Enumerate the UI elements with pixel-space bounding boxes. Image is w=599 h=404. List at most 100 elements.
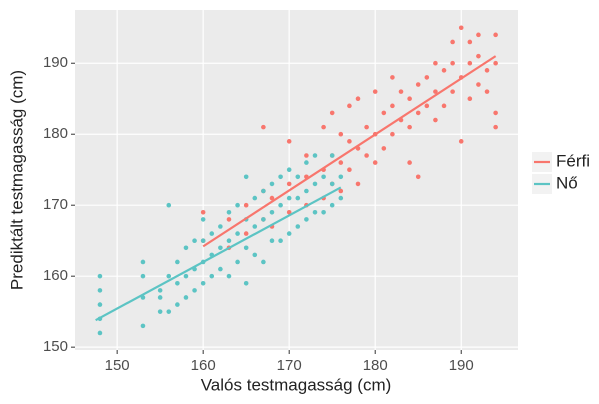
point bbox=[192, 288, 197, 293]
point bbox=[278, 238, 283, 243]
point bbox=[286, 167, 292, 173]
point bbox=[175, 280, 180, 286]
point bbox=[200, 280, 206, 286]
point bbox=[218, 245, 223, 251]
point bbox=[218, 224, 223, 229]
point bbox=[286, 195, 292, 201]
point bbox=[209, 231, 215, 236]
point bbox=[157, 309, 163, 314]
point bbox=[304, 217, 309, 222]
point bbox=[372, 160, 378, 165]
point bbox=[415, 82, 421, 87]
fit-line bbox=[202, 55, 497, 248]
point bbox=[226, 209, 232, 215]
point bbox=[226, 273, 232, 279]
point bbox=[140, 323, 146, 329]
point bbox=[209, 273, 215, 279]
point bbox=[226, 238, 232, 243]
point bbox=[338, 195, 344, 201]
point bbox=[252, 195, 258, 201]
point bbox=[493, 110, 498, 116]
point bbox=[441, 103, 447, 109]
point bbox=[166, 273, 172, 279]
point bbox=[415, 174, 421, 180]
point bbox=[97, 273, 103, 279]
point bbox=[381, 110, 387, 116]
point bbox=[157, 288, 163, 293]
y-tick-label: 150 bbox=[43, 338, 68, 355]
point bbox=[372, 89, 378, 94]
point bbox=[476, 32, 481, 38]
point bbox=[218, 266, 223, 272]
point bbox=[200, 238, 206, 243]
fit-line bbox=[95, 186, 342, 322]
point bbox=[476, 82, 481, 87]
point bbox=[183, 295, 189, 300]
point bbox=[467, 60, 473, 66]
point bbox=[484, 68, 490, 73]
legend-label: Férfi bbox=[556, 151, 590, 170]
point bbox=[329, 202, 335, 208]
y-tick-label: 180 bbox=[43, 125, 68, 142]
point bbox=[433, 60, 438, 66]
x-tick-label: 190 bbox=[449, 357, 474, 374]
point bbox=[467, 39, 473, 45]
x-tick-label: 180 bbox=[363, 357, 388, 374]
point bbox=[329, 181, 335, 187]
point bbox=[278, 174, 283, 180]
point bbox=[269, 238, 275, 243]
point bbox=[398, 89, 404, 94]
point bbox=[407, 124, 412, 130]
point bbox=[304, 160, 309, 165]
x-tick-label: 160 bbox=[191, 357, 216, 374]
point bbox=[347, 103, 352, 109]
point bbox=[450, 89, 455, 94]
point bbox=[364, 124, 369, 130]
point bbox=[235, 202, 240, 208]
point bbox=[467, 96, 473, 102]
point bbox=[458, 139, 464, 144]
point bbox=[312, 153, 318, 158]
point bbox=[157, 295, 163, 300]
point bbox=[243, 174, 249, 180]
point bbox=[441, 68, 447, 73]
point bbox=[493, 32, 498, 38]
point bbox=[235, 231, 240, 236]
point bbox=[183, 273, 189, 279]
point bbox=[286, 139, 292, 144]
point bbox=[226, 217, 232, 222]
point bbox=[140, 273, 146, 279]
point bbox=[261, 188, 266, 194]
point bbox=[97, 302, 103, 307]
point bbox=[97, 288, 103, 293]
point bbox=[407, 96, 412, 102]
point bbox=[321, 174, 326, 180]
point bbox=[433, 89, 438, 94]
point bbox=[450, 60, 455, 66]
point bbox=[243, 202, 249, 208]
point bbox=[252, 224, 258, 229]
point bbox=[390, 103, 395, 109]
point bbox=[175, 302, 180, 307]
point bbox=[166, 309, 172, 314]
x-axis-title: Valós testmagasság (cm) bbox=[201, 375, 392, 394]
point bbox=[390, 131, 395, 137]
point bbox=[243, 245, 249, 251]
point bbox=[312, 209, 318, 215]
point bbox=[295, 174, 301, 180]
point bbox=[243, 280, 249, 286]
point bbox=[286, 231, 292, 236]
point bbox=[355, 96, 361, 102]
y-axis-title: Prediktált testmagasság (cm) bbox=[7, 70, 26, 290]
point bbox=[347, 167, 352, 173]
point bbox=[304, 188, 309, 194]
point bbox=[338, 174, 344, 180]
legend-label: Nő bbox=[556, 173, 578, 192]
point bbox=[200, 209, 206, 215]
point bbox=[295, 224, 301, 229]
point bbox=[269, 209, 275, 215]
point bbox=[321, 124, 326, 130]
point bbox=[261, 259, 266, 265]
y-tick-label: 190 bbox=[43, 54, 68, 71]
